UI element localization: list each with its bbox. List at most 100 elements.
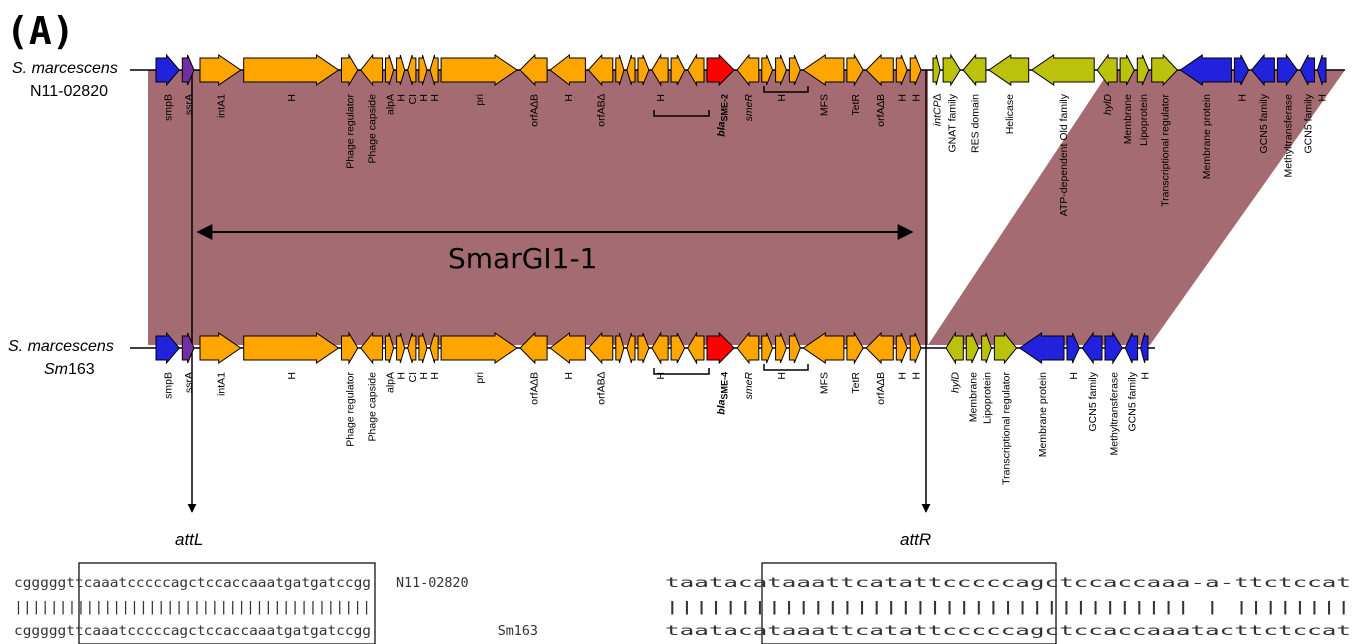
bottom-gene-gene-arrow	[626, 332, 636, 364]
bottom-gene-label-pri: pri	[474, 372, 486, 384]
bracket-top-1	[653, 110, 710, 117]
top-gene-membrane-arrow	[1119, 54, 1135, 86]
bottom-gene-label-h: H	[655, 372, 667, 380]
top-gene-atp-dependent-old-family-arrow	[1030, 54, 1095, 86]
top-gene-label-ssra: ssrA	[183, 94, 195, 115]
top-gene-label-atp-dependent-old-family: ATP-dependent Old family	[1058, 93, 1070, 216]
attL-seq-bottom: cgggggttcaaatcccccagctccaccaaatgatgatccg…	[14, 624, 371, 639]
bottom-gene-label-lipoprotein: Lipoprotein	[982, 372, 994, 424]
bottom-gene-label-h: H	[396, 372, 408, 380]
bottom-gene-ssra-arrow	[181, 332, 195, 364]
top-gene-label-h: H	[1317, 94, 1329, 102]
bottom-gene-pri-arrow	[440, 332, 518, 364]
bottom-gene-smer-arrow	[736, 331, 760, 365]
top-gene-lipoprotein-arrow	[1136, 54, 1150, 86]
bottom-gene-label-h: H	[911, 372, 923, 380]
attL-seq-top: cgggggttcaaatcccccagctccaccaaatgatgatccg…	[14, 576, 371, 591]
top-gene-alpa-arrow	[385, 54, 395, 86]
top-gene-label-orfa-b: orfA∆B	[529, 94, 541, 127]
top-gene-membrane-protein-arrow	[1179, 54, 1232, 86]
top-gene-gene-arrow	[615, 54, 625, 86]
bracket-bottom-2	[763, 364, 809, 371]
bottom-gene-hyld-arrow	[945, 331, 964, 365]
bottom-species-label: S. marcescens	[8, 338, 114, 355]
bottom-gene-alpa-arrow	[385, 332, 395, 364]
bottom-gene-label-h: H	[776, 372, 788, 380]
homology-shading	[148, 70, 1345, 345]
top-gene-h-arrow	[775, 54, 787, 86]
bottom-gene-gcn5-family-arrow	[1081, 331, 1103, 365]
bottom-gene-orfa-b-arrow	[865, 331, 894, 365]
bottom-gene-h-arrow	[775, 332, 787, 364]
bottom-gene-membrane-arrow	[965, 332, 980, 364]
attL-match-line: ||||||||||||||||||||||||||||||||||||||||	[14, 600, 371, 615]
bottom-gene-h-arrow	[418, 332, 428, 364]
bottom-gene-h-arrow	[396, 332, 406, 364]
bottom-gene-label-mfs: MFS	[819, 372, 831, 394]
bottom-gene-label-smer: smeR	[743, 372, 755, 400]
bottom-gene-inta1-arrow	[199, 332, 242, 364]
attR-core-box	[761, 562, 1057, 644]
homology-block-right	[928, 70, 1345, 345]
bottom-gene-phage-regulator-arrow	[341, 331, 359, 365]
panel-label: (A)	[6, 9, 75, 53]
top-gene-label-helicase: Helicase	[1004, 94, 1016, 134]
top-gene-smpb-arrow	[155, 53, 180, 87]
top-gene-label-phage-capside: Phage capside	[367, 94, 379, 164]
top-gene-label-orfab: orfAB∆	[596, 93, 608, 126]
top-gene-phage-regulator-arrow	[341, 53, 359, 87]
top-gene-gene-arrow	[626, 54, 636, 86]
top-gene-tetr-arrow	[846, 53, 864, 87]
top-gene-label-membrane-protein: Membrane protein	[1201, 94, 1213, 179]
top-gene-label-orfa-b: orfA∆B	[875, 94, 887, 127]
top-gene-label-ci: CI	[407, 94, 419, 105]
top-gene-label-smer: smeR	[743, 94, 755, 122]
bottom-gene-label-orfa-b: orfA∆B	[875, 372, 887, 405]
bottom-gene-gene-arrow	[788, 332, 801, 364]
top-gene-label-membrane: Membrane	[1122, 94, 1134, 144]
attR-seq-bottom: taatacataaattcatattcccccagctccaccaaatact…	[665, 624, 1351, 639]
bottom-gene-label-inta1: intA1	[215, 372, 227, 396]
top-gene-h-arrow	[895, 54, 908, 86]
bottom-gene-orfab-arrow	[587, 331, 614, 365]
top-gene-h-arrow	[651, 53, 669, 87]
alignment-label-bottom: Sm163	[498, 624, 538, 639]
bottom-gene-label-transcriptional-regulator: Transcriptional regulator	[1001, 372, 1013, 485]
top-gene-mfs-arrow	[802, 54, 845, 86]
top-gene-label-intcp: intCP∆	[932, 93, 944, 126]
bottom-gene-label-phage-capside: Phage capside	[367, 372, 379, 442]
top-gene-bla-arrow	[706, 53, 735, 87]
top-gene-ssra-arrow	[181, 54, 195, 86]
bottom-gene-label-h: H	[429, 372, 441, 380]
top-gene-h-arrow	[549, 53, 586, 87]
bottom-gene-mfs-arrow	[802, 332, 845, 364]
top-gene-pri-arrow	[440, 54, 518, 86]
top-gene-label-h: H	[563, 94, 575, 102]
top-gene-intcp-arrow	[932, 54, 941, 86]
top-gene-label-h: H	[911, 94, 923, 102]
top-gene-gene-arrow	[637, 54, 650, 86]
bottom-gene-label-smpb: smpB	[163, 372, 175, 399]
alignment-label-top: N11-02820	[396, 576, 469, 591]
bottom-gene-label-gcn5-family: GCN5 family	[1087, 371, 1099, 431]
top-gene-gcn5-family-arrow	[1299, 54, 1315, 86]
top-gene-gnat-family-arrow	[942, 53, 961, 87]
sequence-alignment: cgggggttcaaatcccccagctccaccaaatgatgatccg…	[14, 562, 1351, 644]
attR-match-line: |||||||||||||||||||||||||||||||||||| | |…	[665, 600, 1351, 615]
top-gene-ci-arrow	[407, 54, 417, 86]
top-gene-label-h: H	[655, 94, 667, 102]
bracket-bottom-1	[653, 368, 710, 375]
top-gene-track: smpB ssrA intA1 H Phage regulator Phage capsi…	[155, 53, 1329, 216]
top-gene-res-domain-arrow	[962, 53, 987, 87]
top-gene-smer-arrow	[736, 53, 760, 87]
bottom-gene-smpb-arrow	[155, 331, 180, 365]
top-gene-h-arrow	[429, 54, 439, 86]
bottom-gene-lipoprotein-arrow	[981, 332, 992, 364]
bottom-gene-label-h: H	[286, 372, 298, 380]
top-gene-label-h: H	[418, 94, 430, 102]
top-gene-orfa-b-arrow	[865, 53, 894, 87]
bottom-gene-h-arrow	[243, 332, 340, 364]
bottom-gene-label-bla: blaSME-4	[716, 372, 730, 415]
bottom-gene-gene-arrow	[637, 332, 650, 364]
attL-core-box	[78, 562, 376, 644]
